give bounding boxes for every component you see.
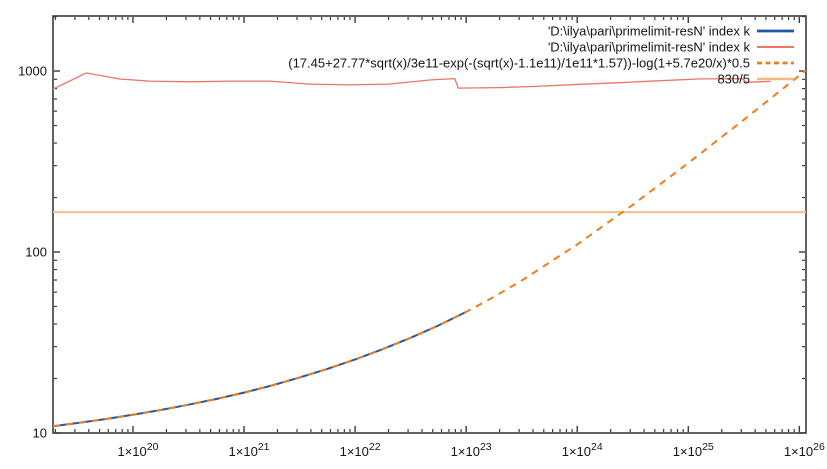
x-tick-label: 1×1022 xyxy=(340,441,381,459)
series-line-0 xyxy=(52,311,467,428)
x-axis: 1×1020 1×1021 1×1022 1×1023 1×1024 1×1025 1×10… xyxy=(54,17,825,459)
legend-label-3: 830/5 xyxy=(717,72,750,87)
y-tick-label: 100 xyxy=(25,245,47,260)
plot-frame xyxy=(52,15,807,434)
y-tick-label: 1000 xyxy=(18,64,47,79)
x-tick-label: 1×1021 xyxy=(229,441,270,459)
legend: 'D:\ilya\pari\primelimit-resN' index k'D… xyxy=(288,24,794,87)
series-line-1 xyxy=(52,72,771,90)
legend-label-0: 'D:\ilya\pari\primelimit-resN' index k xyxy=(548,24,751,39)
legend-label-2: (17.45+27.77*sqrt(x)/3e11-exp(-(sqrt(x)-… xyxy=(288,56,750,71)
x-tick-label: 1×1020 xyxy=(117,441,158,459)
x-tick-label: 1×1025 xyxy=(673,441,714,459)
y-axis: 10 100 1000 xyxy=(18,15,805,441)
x-tick-label: 1×1026 xyxy=(784,441,825,459)
legend-label-1: 'D:\ilya\pari\primelimit-resN' index k xyxy=(548,40,751,55)
x-tick-label: 1×1024 xyxy=(562,441,603,459)
x-tick-label: 1×1023 xyxy=(451,441,492,459)
series-line-2 xyxy=(52,69,807,428)
y-tick-label: 10 xyxy=(33,426,47,441)
